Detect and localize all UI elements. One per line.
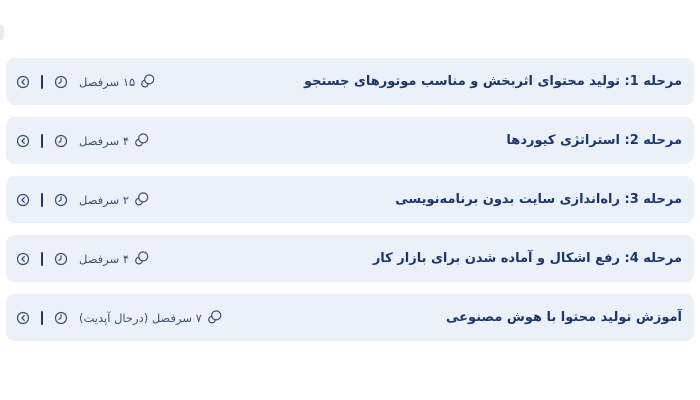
stage-meta: ۲ سرفصل xyxy=(16,192,149,207)
stage-meta: ۴ سرفصل xyxy=(16,133,149,148)
chevron-left-circle-icon[interactable] xyxy=(16,134,30,148)
stage-meta: ۱۵ سرفصل xyxy=(16,74,155,89)
meta-divider xyxy=(41,251,43,266)
stage-title: مرحله 4: رفع اشکال و آماده شدن برای بازا… xyxy=(372,251,682,266)
stage-title: مرحله 2: استراتژی کیوردها xyxy=(506,133,682,148)
chapters-count: ۴ سرفصل xyxy=(79,133,149,148)
chapters-label: ۴ سرفصل xyxy=(79,251,130,266)
meta-divider xyxy=(41,74,43,89)
clock-icon xyxy=(54,193,68,207)
stage-title: آموزش تولید محتوا با هوش مصنوعی xyxy=(446,310,682,325)
clock-icon xyxy=(54,134,68,148)
meta-divider xyxy=(41,133,43,148)
chapters-label: ۷ سرفصل (درحال آپدیت) xyxy=(79,310,202,325)
course-stage-row[interactable]: مرحله 2: استراتژی کیوردها ۴ سرفصل xyxy=(6,117,694,164)
course-stage-list: مرحله 1: تولید محتوای اثربخش و مناسب موت… xyxy=(6,58,694,341)
chevron-left-circle-icon[interactable] xyxy=(16,311,30,325)
chapters-count: ۱۵ سرفصل xyxy=(79,74,155,89)
chapters-label: ۱۵ سرفصل xyxy=(79,74,136,89)
course-stage-row[interactable]: آموزش تولید محتوا با هوش مصنوعی ۷ سرفصل … xyxy=(6,294,694,341)
layers-icon xyxy=(134,192,149,207)
course-stage-row[interactable]: مرحله 3: راه‌اندازی سایت بدون برنامه‌نوی… xyxy=(6,176,694,223)
chapters-label: ۲ سرفصل xyxy=(79,192,130,207)
layers-icon xyxy=(134,133,149,148)
course-stage-row[interactable]: مرحله 4: رفع اشکال و آماده شدن برای بازا… xyxy=(6,235,694,282)
clock-icon xyxy=(54,252,68,266)
clipped-card-fragment xyxy=(0,25,4,40)
meta-divider xyxy=(41,310,43,325)
chevron-left-circle-icon[interactable] xyxy=(16,193,30,207)
stage-title: مرحله 3: راه‌اندازی سایت بدون برنامه‌نوی… xyxy=(395,192,682,207)
chapters-label: ۴ سرفصل xyxy=(79,133,130,148)
layers-icon xyxy=(134,251,149,266)
clock-icon xyxy=(54,311,68,325)
chapters-count: ۷ سرفصل (درحال آپدیت) xyxy=(79,310,222,325)
meta-divider xyxy=(41,192,43,207)
clock-icon xyxy=(54,75,68,89)
stage-title: مرحله 1: تولید محتوای اثربخش و مناسب موت… xyxy=(304,74,682,89)
layers-icon xyxy=(207,310,222,325)
course-stage-row[interactable]: مرحله 1: تولید محتوای اثربخش و مناسب موت… xyxy=(6,58,694,105)
layers-icon xyxy=(140,74,155,89)
stage-meta: ۷ سرفصل (درحال آپدیت) xyxy=(16,310,222,325)
chevron-left-circle-icon[interactable] xyxy=(16,252,30,266)
stage-meta: ۴ سرفصل xyxy=(16,251,149,266)
chevron-left-circle-icon[interactable] xyxy=(16,75,30,89)
chapters-count: ۴ سرفصل xyxy=(79,251,149,266)
chapters-count: ۲ سرفصل xyxy=(79,192,149,207)
